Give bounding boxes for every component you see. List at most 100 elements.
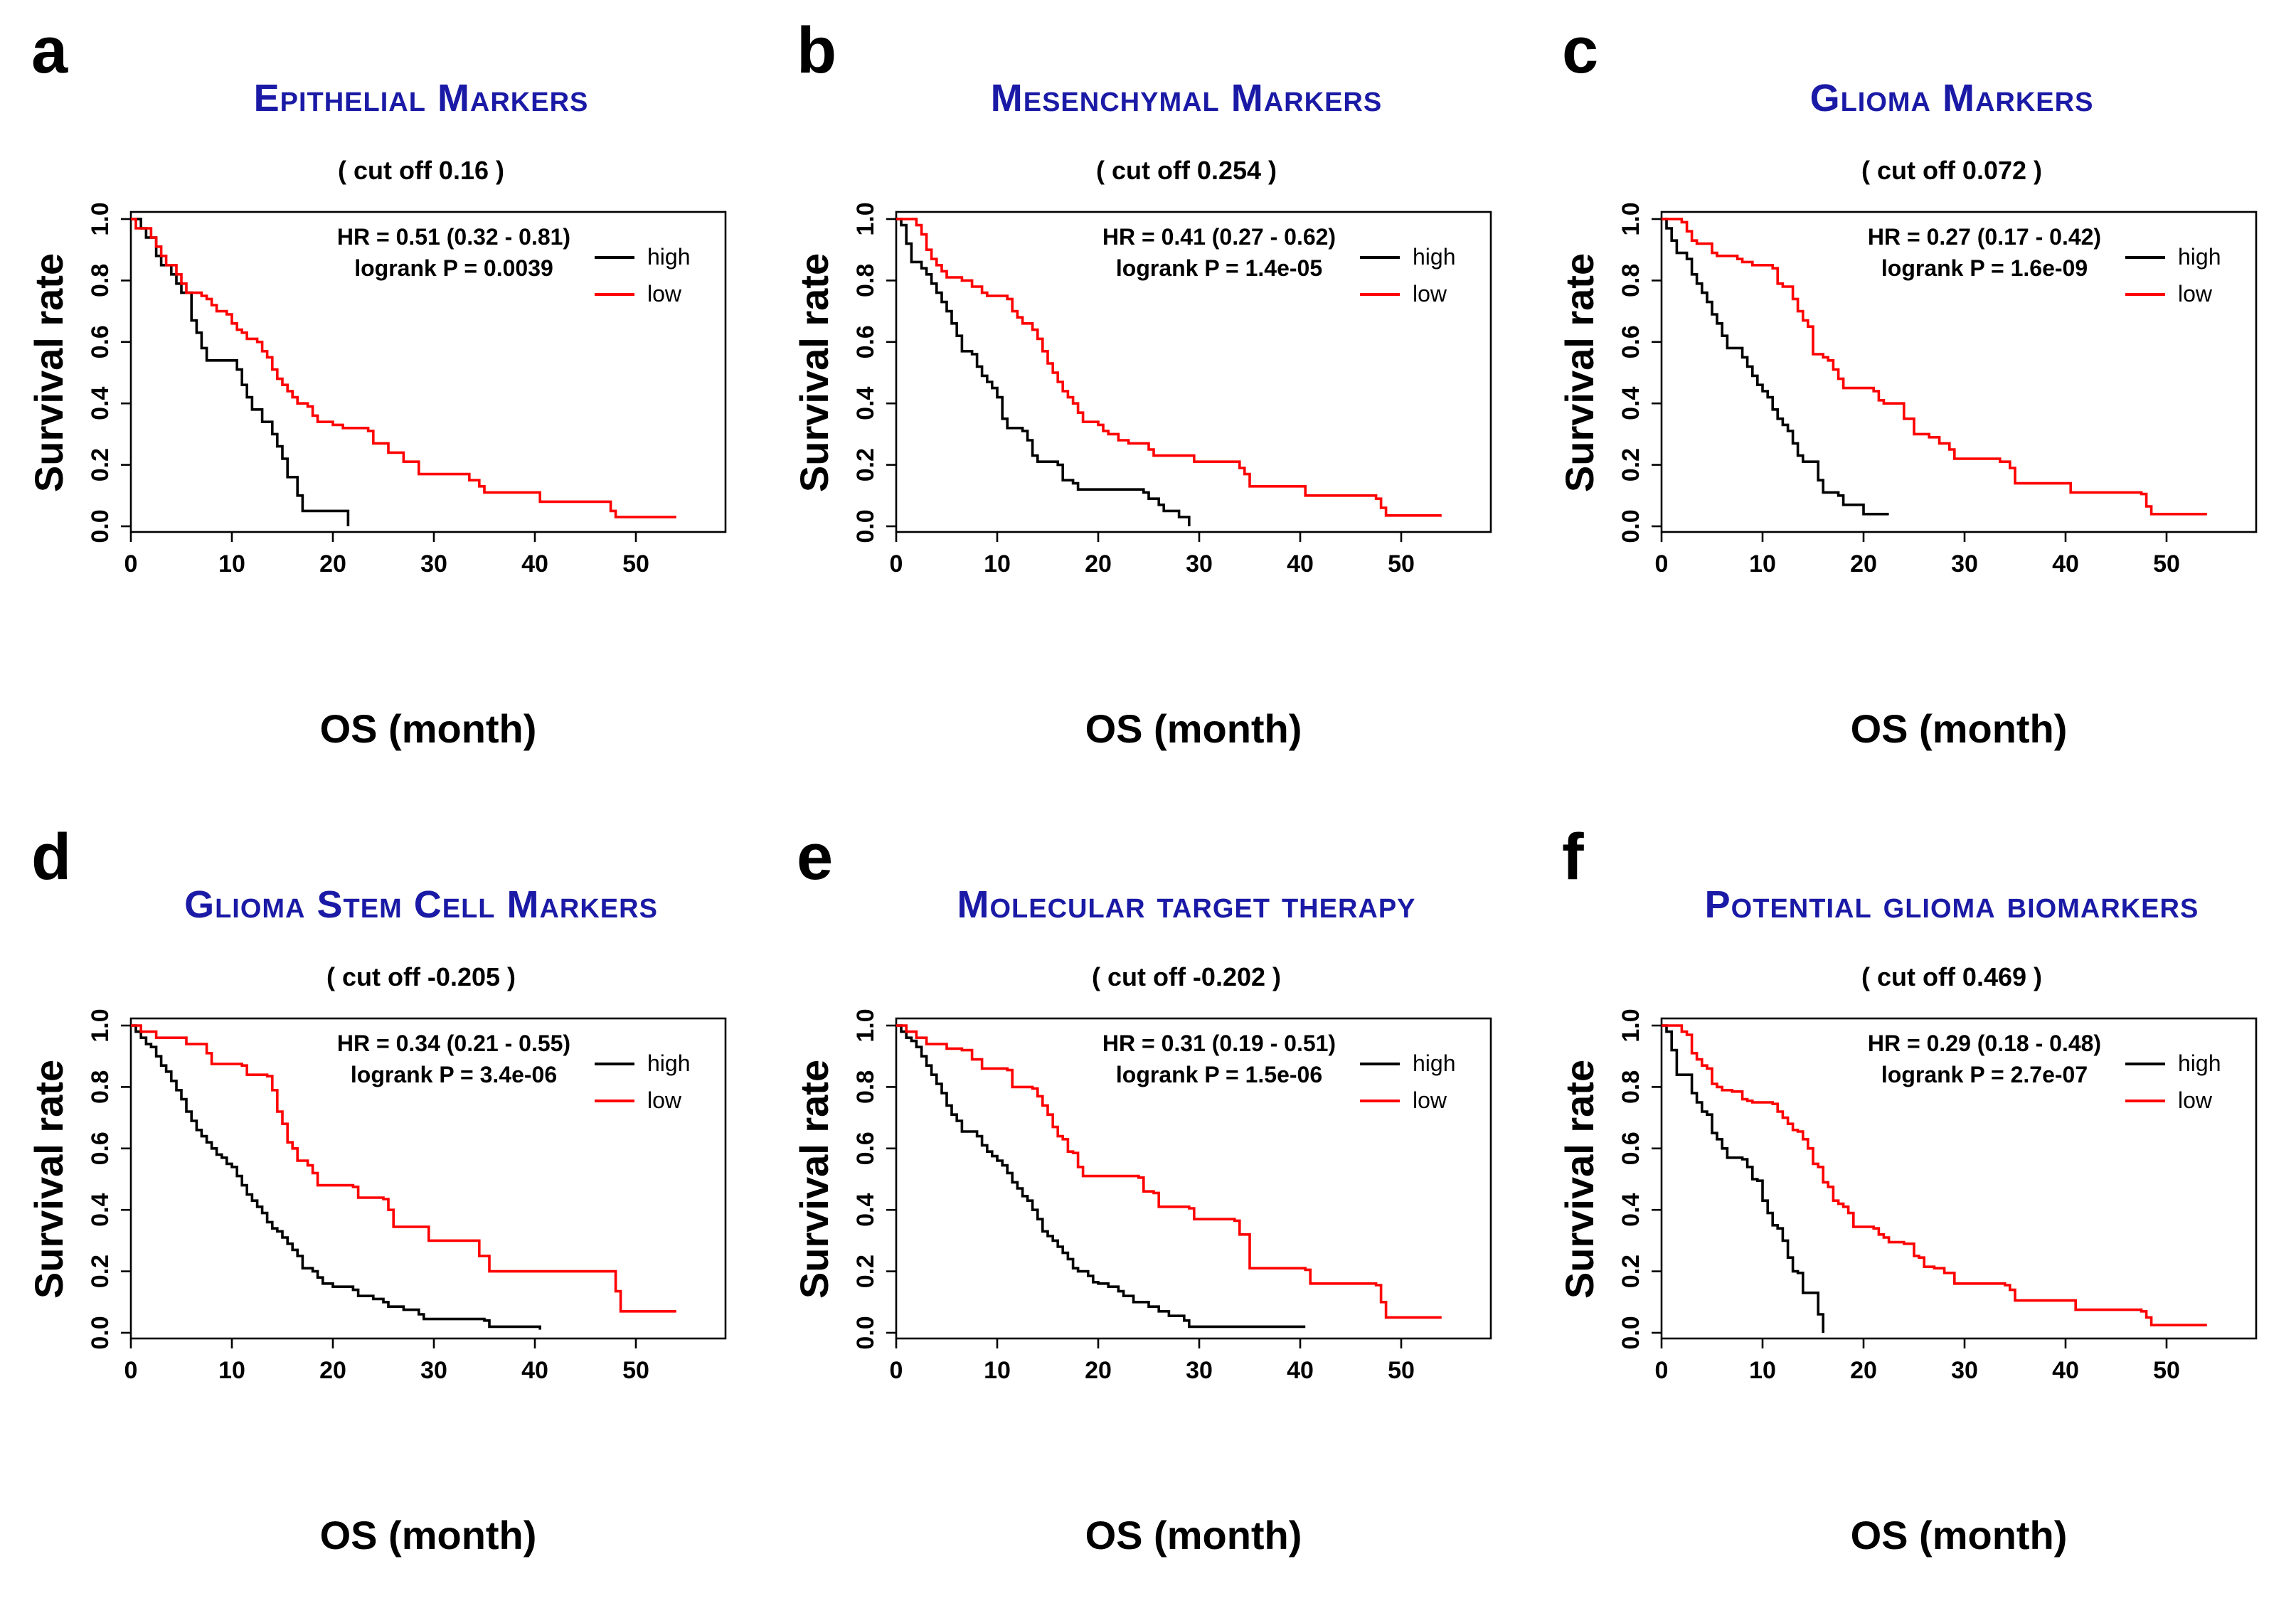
x-axis-label: OS (month) [1851, 706, 2068, 751]
cutoff-label-b: ( cut off 0.254 ) [1095, 156, 1277, 185]
km-plot-a: 0 10 20 30 40 50 0.0 0.2 0.4 0.6 0.8 1.0 OS (month) S… [26, 202, 727, 751]
panel-title-c: Glioma Markers [1809, 77, 2094, 119]
x-tick-label: 0 [124, 550, 138, 577]
hr-annotation: HR = 0.29 (0.18 - 0.48) [1868, 1031, 2101, 1056]
y-tick-label: 0.8 [87, 264, 114, 297]
km-plot-d: 0 10 20 30 40 50 0.0 0.2 0.4 0.6 0.8 1.0 OS (month) S… [26, 1008, 727, 1558]
x-tick-label: 30 [420, 550, 447, 577]
panel-letter-e: e [797, 819, 834, 893]
x-tick-label: 10 [218, 550, 245, 577]
y-tick-label: 0.2 [852, 1255, 879, 1288]
panel-letter-d: d [31, 819, 72, 893]
legend-label-high: high [647, 244, 691, 270]
cutoff-label-c: ( cut off 0.072 ) [1861, 156, 2043, 185]
x-tick-label: 20 [1085, 550, 1112, 577]
y-tick-label: 0.4 [852, 1193, 879, 1226]
y-axis-label: Survival rate [792, 1060, 836, 1299]
km-curve-low [1662, 218, 2207, 516]
panel-title-e: Molecular target therapy [957, 883, 1416, 926]
x-tick-label: 30 [1186, 550, 1213, 577]
panel-b: b Mesenchymal Markers ( cut off 0.254 ) … [765, 0, 1531, 806]
y-tick-label: 1.0 [1617, 202, 1644, 235]
x-axis-label: OS (month) [320, 1513, 537, 1558]
y-tick-label: 0.0 [1617, 1316, 1644, 1349]
x-axis-label: OS (month) [320, 706, 537, 751]
x-tick-label: 20 [1085, 1357, 1112, 1384]
x-tick-label: 0 [890, 550, 903, 577]
y-axis-label: Survival rate [1557, 1060, 1602, 1299]
x-tick-label: 20 [319, 550, 346, 577]
panel-c: c Glioma Markers ( cut off 0.072 ) 0 10 20… [1531, 0, 2296, 806]
plot-box [129, 211, 727, 533]
panel-letter-f: f [1562, 819, 1584, 893]
plot-box [895, 211, 1492, 533]
x-tick-label: 50 [1388, 1357, 1415, 1384]
y-tick-label: 0.4 [852, 386, 879, 420]
y-tick-label: 0.8 [852, 1070, 879, 1104]
x-tick-label: 20 [1850, 550, 1877, 577]
x-tick-label: 50 [1388, 550, 1415, 577]
y-tick-label: 0.8 [852, 264, 879, 297]
panel-title-a: Epithelial Markers [253, 77, 589, 119]
y-tick-label: 0.0 [87, 509, 114, 543]
km-curve-low [131, 218, 676, 518]
logrank-annotation: logrank P = 1.6e-09 [1881, 255, 2088, 281]
y-tick-label: 0.2 [87, 448, 114, 481]
y-tick-label: 0.8 [87, 1070, 114, 1104]
y-tick-label: 1.0 [1617, 1008, 1644, 1042]
x-tick-label: 0 [1655, 1357, 1669, 1384]
x-tick-label: 30 [1186, 1357, 1213, 1384]
x-tick-label: 40 [521, 550, 548, 577]
panel-f: f Potential glioma biomarkers ( cut off … [1531, 806, 2296, 1613]
x-tick-label: 10 [1749, 1357, 1776, 1384]
panel-e: e Molecular target therapy ( cut off -0.… [765, 806, 1531, 1613]
km-plot-b: 0 10 20 30 40 50 0.0 0.2 0.4 0.6 0.8 1.0 OS (month) S… [792, 202, 1492, 751]
x-tick-label: 0 [124, 1357, 138, 1384]
y-axis-label: Survival rate [26, 1060, 71, 1299]
x-tick-label: 10 [218, 1357, 245, 1384]
logrank-annotation: logrank P = 1.4e-05 [1116, 255, 1322, 281]
panel-a: a Epithelial Markers ( cut off 0.16 ) 0 1… [0, 0, 765, 806]
km-curve-low [896, 1024, 1442, 1319]
x-tick-label: 40 [2052, 1357, 2079, 1384]
legend-label-high: high [647, 1050, 691, 1076]
y-axis-label: Survival rate [1557, 253, 1602, 492]
panel-letter-c: c [1562, 13, 1599, 87]
y-tick-label: 0.2 [1617, 448, 1644, 481]
legend-label-low: low [647, 281, 682, 307]
cutoff-label-d: ( cut off -0.205 ) [326, 963, 516, 991]
y-tick-label: 0.2 [852, 448, 879, 481]
y-tick-label: 0.6 [852, 1132, 879, 1165]
panel-letter-a: a [31, 13, 68, 87]
plot-box [1660, 1017, 2258, 1340]
x-tick-label: 30 [1951, 550, 1978, 577]
x-tick-label: 10 [1749, 550, 1776, 577]
legend-label-high: high [1413, 244, 1456, 270]
legend-label-high: high [1413, 1050, 1456, 1076]
km-curve-low [131, 1024, 676, 1313]
cutoff-label-a: ( cut off 0.16 ) [337, 156, 504, 185]
panel-letter-b: b [797, 13, 837, 87]
y-tick-label: 0.2 [1617, 1255, 1644, 1288]
y-tick-label: 0.0 [87, 1316, 114, 1349]
y-tick-label: 0.0 [852, 509, 879, 543]
y-tick-label: 0.6 [1617, 1132, 1644, 1165]
x-tick-label: 50 [2153, 1357, 2180, 1384]
y-tick-label: 0.4 [87, 1193, 114, 1226]
x-tick-label: 40 [1287, 1357, 1314, 1384]
legend-label-high: high [2178, 1050, 2221, 1076]
y-tick-label: 0.8 [1617, 1070, 1644, 1104]
logrank-annotation: logrank P = 2.7e-07 [1881, 1062, 2088, 1087]
x-axis-label: OS (month) [1085, 1513, 1302, 1558]
y-tick-label: 0.4 [87, 386, 114, 420]
km-curve-high [896, 1024, 1306, 1329]
x-tick-label: 40 [2052, 550, 2079, 577]
y-axis-label: Survival rate [26, 253, 71, 492]
panel-d: d Glioma Stem Cell Markers ( cut off -0.… [0, 806, 765, 1613]
x-axis-label: OS (month) [1085, 706, 1302, 751]
cutoff-label-e: ( cut off -0.202 ) [1091, 963, 1281, 991]
km-plot-e: 0 10 20 30 40 50 0.0 0.2 0.4 0.6 0.8 1.0 OS (month) S… [792, 1008, 1492, 1558]
x-tick-label: 30 [420, 1357, 447, 1384]
